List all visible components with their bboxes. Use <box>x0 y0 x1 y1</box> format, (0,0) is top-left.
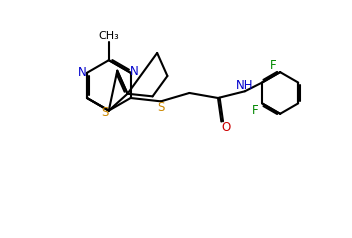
Text: CH₃: CH₃ <box>99 31 119 41</box>
Text: N: N <box>78 66 87 79</box>
Text: S: S <box>102 106 109 119</box>
Text: F: F <box>270 59 277 72</box>
Text: F: F <box>252 104 259 117</box>
Text: N: N <box>130 64 138 78</box>
Text: O: O <box>222 121 231 134</box>
Text: NH: NH <box>235 79 253 92</box>
Text: S: S <box>157 101 164 114</box>
